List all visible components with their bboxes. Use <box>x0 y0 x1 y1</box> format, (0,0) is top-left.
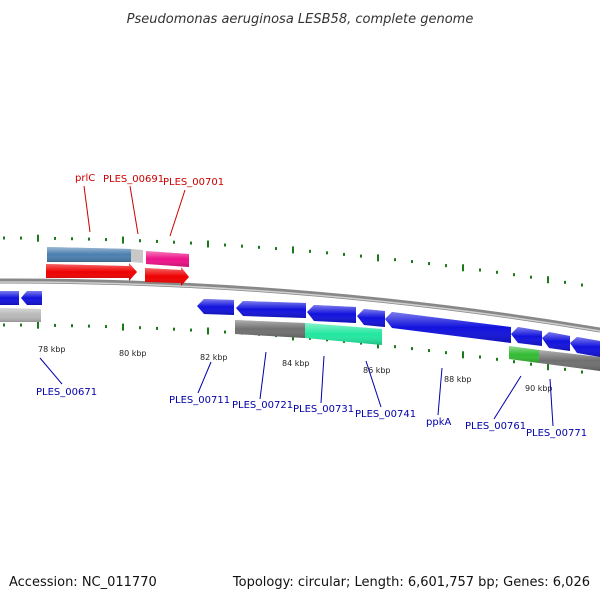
cds-reverse-PLES_00721[interactable] <box>236 301 306 318</box>
gene-reverse-PLES_00731-aqua[interactable] <box>305 323 382 345</box>
leader-line-PLES_00731 <box>320 355 325 404</box>
gene-label-PLES_00761[interactable]: PLES_00761 <box>465 421 526 432</box>
gene-label-prlC[interactable]: prlC <box>75 173 95 184</box>
tick-label-88kbp: 88 kbp <box>444 375 472 384</box>
cds-reverse-PLES_00761[interactable] <box>511 327 542 346</box>
leader-line-PLES_00691 <box>129 185 139 235</box>
top-label-group: prlC PLES_00691 PLES_00701 <box>75 173 224 237</box>
bottom-label-group: PLES_00671 PLES_00711 PLES_00721 PLES_00… <box>36 351 587 439</box>
tick-label-84kbp: 84 kbp <box>282 359 310 368</box>
tick-label-82kbp: 82 kbp <box>200 353 228 362</box>
leader-line-prlC <box>83 185 91 233</box>
leader-line-PLES_00761 <box>493 375 522 420</box>
tick-label-86kbp: 86 kbp <box>363 366 391 375</box>
backbone-arc-highlight <box>0 281 600 332</box>
leader-line-ppkA <box>437 367 443 416</box>
gene-PLES_00701-row1[interactable] <box>146 251 189 267</box>
gene-prlC-row1[interactable] <box>47 247 131 262</box>
genome-info-text: Topology: circular; Length: 6,601,757 bp… <box>232 575 590 590</box>
backbone-arc-outer <box>0 278 600 333</box>
gene-reverse-left-gray[interactable] <box>0 308 41 322</box>
gene-label-PLES_00771[interactable]: PLES_00771 <box>526 428 587 439</box>
cds-prlC-row2[interactable] <box>46 263 137 281</box>
leader-line-PLES_00711 <box>197 361 212 394</box>
leader-line-PLES_00771 <box>549 378 554 427</box>
gene-label-PLES_00691[interactable]: PLES_00691 <box>103 174 164 185</box>
leader-line-PLES_00721 <box>259 351 267 400</box>
tick-ring-top <box>3 234 583 287</box>
cds-reverse-ppkA[interactable] <box>385 312 511 343</box>
map-title: Pseudomonas aeruginosa LESB58, complete … <box>127 12 474 27</box>
gene-label-PLES_00741[interactable]: PLES_00741 <box>355 409 416 420</box>
leader-line-PLES_00741 <box>365 360 382 408</box>
tick-label-80kbp: 80 kbp <box>119 349 147 358</box>
gene-label-ppkA[interactable]: ppkA <box>426 417 451 428</box>
gene-label-PLES_00671[interactable]: PLES_00671 <box>36 387 97 398</box>
cds-reverse-PLES_00711[interactable] <box>197 299 234 315</box>
leader-line-PLES_00671 <box>39 357 63 385</box>
leader-line-PLES_00701 <box>169 189 186 237</box>
gene-label-PLES_00731[interactable]: PLES_00731 <box>293 404 354 415</box>
gene-label-PLES_00721[interactable]: PLES_00721 <box>232 400 293 411</box>
gene-PLES_00691-row1[interactable] <box>131 249 143 263</box>
cds-reverse-PLES_00771-a[interactable] <box>542 332 570 351</box>
cds-reverse-left-1[interactable] <box>0 291 19 305</box>
gene-reverse-PLES_00721-gray[interactable] <box>235 320 305 338</box>
cds-PLES_00701-row2[interactable] <box>145 267 189 286</box>
cds-reverse-PLES_00771-b[interactable] <box>570 337 600 357</box>
accession-text: Accession: NC_011770 <box>9 575 157 590</box>
cds-reverse-left-2[interactable] <box>21 291 42 305</box>
cds-reverse-PLES_00731[interactable] <box>307 305 356 323</box>
gene-label-PLES_00711[interactable]: PLES_00711 <box>169 395 230 406</box>
gene-reverse-PLES_00761-green[interactable] <box>509 346 539 363</box>
gene-reverse-PLES_00771-gray[interactable] <box>539 350 600 371</box>
tick-label-78kbp: 78 kbp <box>38 345 66 354</box>
gene-label-PLES_00701[interactable]: PLES_00701 <box>163 177 224 188</box>
cds-reverse-PLES_00741[interactable] <box>357 309 385 327</box>
tick-label-90kbp: 90 kbp <box>525 384 553 393</box>
